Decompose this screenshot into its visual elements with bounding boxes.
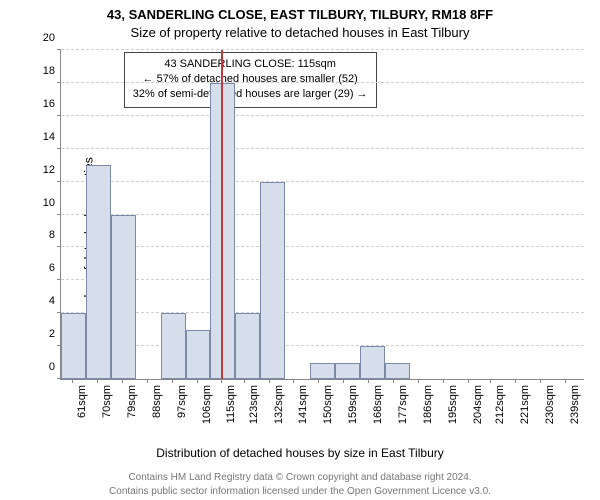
x-tick-label: 97sqm (176, 385, 188, 418)
gridline (61, 49, 584, 50)
x-tick-label: 115sqm (225, 385, 237, 423)
histogram-bar (385, 363, 410, 379)
x-tick (122, 379, 123, 383)
highlight-line (221, 50, 223, 379)
x-tick (565, 379, 566, 383)
x-tick (443, 379, 444, 383)
x-tick (515, 379, 516, 383)
histogram-bar (360, 346, 385, 379)
gridline (61, 181, 584, 182)
x-tick (393, 379, 394, 383)
x-tick (318, 379, 319, 383)
y-tick-label: 14 (43, 131, 61, 143)
y-tick-label: 18 (43, 65, 61, 77)
y-tick (57, 49, 61, 50)
chart-container: Number of detached properties 43 SANDERL… (0, 42, 600, 438)
x-tick-label: 123sqm (248, 385, 260, 424)
x-tick (172, 379, 173, 383)
y-tick-label: 6 (49, 262, 61, 274)
x-tick (221, 379, 222, 383)
y-tick-label: 16 (43, 98, 61, 110)
y-tick (57, 181, 61, 182)
legend-line-3: 32% of semi-detached houses are larger (… (133, 87, 368, 102)
x-tick-label: 204sqm (472, 385, 484, 424)
legend-box: 43 SANDERLING CLOSE: 115sqm ← 57% of det… (124, 52, 377, 108)
x-tick-label: 221sqm (519, 385, 531, 424)
x-tick-label: 70sqm (101, 385, 113, 418)
y-tick-label: 4 (49, 295, 61, 307)
footer: Contains HM Land Registry data © Crown c… (0, 471, 600, 498)
gridline (61, 246, 584, 247)
y-tick (57, 148, 61, 149)
gridline (61, 345, 584, 346)
y-tick (57, 279, 61, 280)
x-tick (368, 379, 369, 383)
x-tick-label: 177sqm (397, 385, 409, 424)
y-tick (57, 246, 61, 247)
y-tick (57, 115, 61, 116)
x-tick (97, 379, 98, 383)
gridline (61, 312, 584, 313)
gridline (61, 214, 584, 215)
histogram-bar (161, 313, 186, 379)
x-tick-label: 79sqm (126, 385, 138, 418)
plot-area: 43 SANDERLING CLOSE: 115sqm ← 57% of det… (60, 50, 584, 380)
x-tick (147, 379, 148, 383)
x-tick-label: 195sqm (447, 385, 459, 424)
gridline (61, 279, 584, 280)
x-tick-label: 230sqm (544, 385, 556, 424)
x-axis-label: Distribution of detached houses by size … (0, 446, 600, 460)
x-tick (244, 379, 245, 383)
footer-line-2: Contains public sector information licen… (0, 485, 600, 499)
histogram-bar (111, 215, 136, 380)
x-tick (418, 379, 419, 383)
chart-header: 43, SANDERLING CLOSE, EAST TILBURY, TILB… (0, 0, 600, 41)
histogram-bar (260, 182, 285, 379)
x-tick-label: 168sqm (372, 385, 384, 424)
legend-line-1: 43 SANDERLING CLOSE: 115sqm (133, 57, 368, 72)
y-tick-label: 12 (43, 164, 61, 176)
address-title: 43, SANDERLING CLOSE, EAST TILBURY, TILB… (0, 6, 600, 24)
y-tick-label: 0 (49, 361, 61, 373)
histogram-bar (235, 313, 260, 379)
legend-line-2: ← 57% of detached houses are smaller (52… (133, 72, 368, 87)
histogram-bar (61, 313, 86, 379)
x-tick-label: 159sqm (347, 385, 359, 424)
y-tick-label: 2 (49, 328, 61, 340)
x-tick-label: 212sqm (494, 385, 506, 424)
x-tick-label: 141sqm (297, 385, 309, 424)
y-tick-label: 8 (49, 229, 61, 241)
x-tick-label: 239sqm (569, 385, 581, 424)
y-tick-label: 20 (43, 32, 61, 44)
histogram-bar (310, 363, 335, 379)
chart-subtitle: Size of property relative to detached ho… (0, 24, 600, 42)
x-tick (269, 379, 270, 383)
x-tick (72, 379, 73, 383)
x-tick-label: 150sqm (322, 385, 334, 424)
y-tick-label: 10 (43, 197, 61, 209)
y-tick (57, 82, 61, 83)
x-tick (540, 379, 541, 383)
y-tick (57, 214, 61, 215)
x-tick-label: 186sqm (422, 385, 434, 424)
histogram-bar (86, 165, 111, 379)
x-tick-label: 61sqm (76, 385, 88, 418)
x-tick (197, 379, 198, 383)
gridline (61, 148, 584, 149)
histogram-bar (186, 330, 211, 379)
gridline (61, 82, 584, 83)
x-tick-label: 132sqm (273, 385, 285, 424)
x-tick (490, 379, 491, 383)
x-tick (343, 379, 344, 383)
x-tick-label: 106sqm (201, 385, 213, 424)
histogram-bar (335, 363, 360, 379)
x-tick (293, 379, 294, 383)
footer-line-1: Contains HM Land Registry data © Crown c… (0, 471, 600, 485)
x-tick (468, 379, 469, 383)
gridline (61, 115, 584, 116)
x-tick-label: 88sqm (151, 385, 163, 418)
